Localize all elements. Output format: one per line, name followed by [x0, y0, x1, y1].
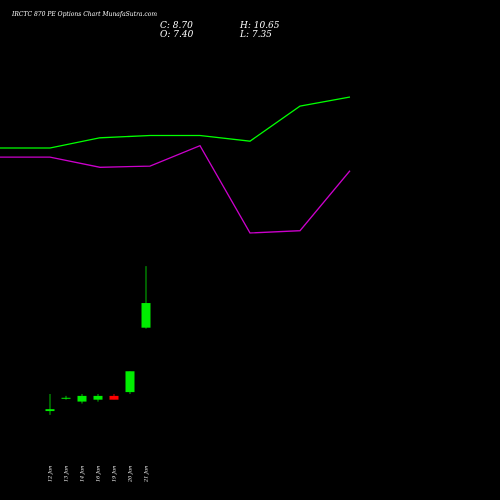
candles	[45, 266, 151, 415]
candle-body	[109, 395, 119, 400]
indicator-lines	[0, 96, 351, 234]
x-tick-label: 16 Jun	[96, 466, 102, 482]
candle-body	[61, 397, 71, 399]
x-tick-label: 13 Jun	[64, 466, 70, 482]
x-tick-label: 20 Jun	[128, 466, 134, 483]
candle-body	[45, 409, 55, 412]
low-value: L: 7.35	[239, 30, 272, 40]
x-tick-label: 14 Jun	[80, 466, 86, 482]
candle-body	[77, 395, 87, 402]
open-value: O: 7.40	[160, 30, 194, 40]
close-value: C: 8.70	[160, 21, 193, 31]
x-tick-label: 12 Jun	[48, 466, 54, 482]
high-value: H: 10.65	[239, 21, 280, 31]
candle-body	[141, 303, 151, 328]
x-tick-labels: 12 Jun 13 Jun 14 Jun 16 Jun 19 Jun 20 Jun 21 J…	[48, 466, 150, 483]
candle-body	[93, 395, 103, 400]
x-tick-label: 21 Jun	[144, 466, 150, 483]
candle-body	[125, 371, 135, 393]
indicator-line-1	[0, 96, 351, 149]
x-tick-label: 19 Jun	[112, 466, 118, 482]
indicator-line-2	[0, 144, 351, 234]
chart-title: IRCTC 870 PE Options Chart MunafaSutra.c…	[11, 11, 157, 18]
